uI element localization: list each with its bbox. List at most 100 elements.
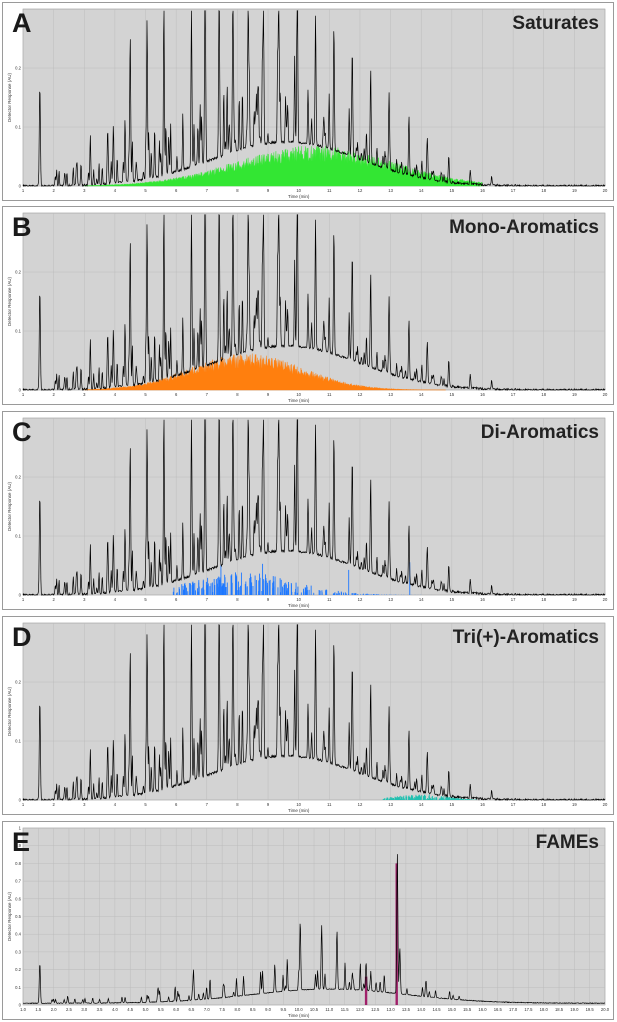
x-tick-label: 9	[267, 597, 270, 602]
x-tick-label: 3	[83, 188, 86, 193]
x-tick-label: 4	[114, 188, 117, 193]
x-tick-label: 11	[327, 188, 332, 193]
y-tick-label: 0.7	[15, 879, 21, 884]
x-tick-label: 3	[83, 802, 86, 807]
chart-title: Di-Aromatics	[480, 422, 599, 443]
x-tick-label: 5	[144, 597, 147, 602]
y-axis-label: Detector Response (AU)	[7, 686, 12, 736]
x-tick-label: 17	[511, 188, 516, 193]
x-tick-label: 17.0	[509, 1007, 518, 1012]
x-tick-label: 20	[603, 392, 608, 397]
x-tick-label: 4	[114, 802, 117, 807]
x-axis-label: Time (min)	[288, 1013, 310, 1018]
chromatogram-e: 1.0 1.5 2.0 2.5 3.0 3.5 4.0 4.5 5.0 5.5 6.0 6.5 7.0 7…	[7, 826, 610, 1019]
x-tick-label: 4	[114, 392, 117, 397]
chromatogram-trace	[22, 10, 606, 188]
x-tick-label: 2	[52, 188, 55, 193]
x-tick-label: 16	[480, 188, 485, 193]
x-tick-label: 17.5	[524, 1007, 533, 1012]
x-tick-label: 18	[541, 392, 546, 397]
x-tick-label: 5	[144, 188, 147, 193]
y-tick-label: 0.9	[15, 843, 21, 848]
plot-area	[22, 622, 606, 801]
x-tick-label: 8	[236, 597, 239, 602]
x-tick-label: 11	[327, 597, 332, 602]
y-tick-label: 0	[19, 798, 22, 803]
x-tick-label: 16	[480, 392, 485, 397]
chromatogram-trace	[22, 214, 606, 392]
x-tick-label: 9	[267, 392, 270, 397]
plot-area	[22, 417, 606, 596]
x-tick-label: 5	[144, 392, 147, 397]
x-tick-label: 16	[480, 597, 485, 602]
x-tick-label: 9	[267, 802, 270, 807]
y-tick-label: 0	[19, 1003, 22, 1008]
x-tick-label: 12	[358, 188, 363, 193]
x-tick-label: 17	[511, 597, 516, 602]
x-tick-label: 10	[296, 188, 301, 193]
x-tick-label: 4.0	[112, 1007, 118, 1012]
x-tick-label: 1	[22, 188, 25, 193]
x-tick-label: 18.5	[555, 1007, 564, 1012]
x-tick-label: 10	[296, 392, 301, 397]
x-tick-label: 13.5	[402, 1007, 411, 1012]
x-tick-label: 10	[296, 802, 301, 807]
x-tick-label: 17	[511, 802, 516, 807]
x-tick-label: 20	[603, 597, 608, 602]
x-tick-label: 2	[52, 392, 55, 397]
fraction-overlay	[382, 794, 477, 800]
x-tick-label: 8	[236, 802, 239, 807]
x-tick-label: 11.0	[325, 1007, 334, 1012]
x-tick-label: 13	[388, 597, 393, 602]
y-tick-label: 0.1	[15, 125, 21, 130]
chromatogram-a: 1 2 3 4 5 6 7 8 9 10 11 12 13 14 15 16 17 18 19 2000.10.2Ti…	[7, 8, 608, 199]
x-tick-label: 5	[144, 802, 147, 807]
x-tick-label: 5.5	[158, 1007, 164, 1012]
x-tick-label: 4.5	[127, 1007, 133, 1012]
x-tick-label: 2	[52, 597, 55, 602]
chart-title: Saturates	[512, 13, 599, 34]
x-tick-label: 7	[206, 597, 209, 602]
x-tick-label: 6.0	[173, 1007, 179, 1012]
x-tick-label: 19.0	[570, 1007, 579, 1012]
panel-letter: E	[12, 827, 31, 857]
x-tick-label: 15	[450, 392, 455, 397]
chromatogram-trace	[22, 854, 606, 1005]
chart-title: FAMEs	[535, 832, 599, 853]
chart-title: Mono-Aromatics	[449, 217, 599, 238]
y-tick-label: 0.2	[15, 66, 21, 71]
x-tick-label: 15.0	[448, 1007, 457, 1012]
plot-area	[22, 212, 606, 391]
x-tick-label: 3.5	[97, 1007, 103, 1012]
x-tick-label: 6.5	[189, 1007, 195, 1012]
x-tick-label: 9	[267, 188, 270, 193]
x-tick-label: 18.0	[540, 1007, 549, 1012]
x-axis-label: Time (min)	[288, 398, 310, 403]
x-tick-label: 7.0	[204, 1007, 210, 1012]
x-tick-label: 3.0	[81, 1007, 87, 1012]
x-tick-label: 19.5	[586, 1007, 595, 1012]
x-tick-label: 16.0	[478, 1007, 487, 1012]
x-axis-label: Time (min)	[288, 194, 310, 199]
x-tick-label: 6	[175, 597, 178, 602]
x-tick-label: 6	[175, 802, 178, 807]
x-tick-label: 10	[296, 597, 301, 602]
x-tick-label: 8	[236, 188, 239, 193]
y-tick-label: 0.1	[15, 329, 21, 334]
panel-c: 1 2 3 4 5 6 7 8 9 10 11 12 13 14 15 16 17 18 19 20 0 0.1 0.2 Ti…	[2, 411, 614, 610]
x-tick-label: 12	[358, 597, 363, 602]
x-tick-label: 15.5	[463, 1007, 472, 1012]
x-tick-label: 14	[419, 392, 424, 397]
x-tick-label: 7	[206, 802, 209, 807]
x-tick-label: 14.0	[417, 1007, 426, 1012]
x-tick-label: 1	[22, 597, 25, 602]
x-tick-label: 13.0	[387, 1007, 396, 1012]
x-tick-label: 11.5	[341, 1007, 350, 1012]
chromatogram-d: 1 2 3 4 5 6 7 8 9 10 11 12 13 14 15 16 17 18 19 2000.10.2Ti…	[7, 622, 608, 813]
x-tick-label: 1	[22, 392, 25, 397]
y-axis-label: Detector Response (AU)	[7, 276, 12, 326]
x-tick-label: 8.0	[235, 1007, 241, 1012]
x-tick-label: 17	[511, 392, 516, 397]
x-tick-label: 18	[541, 188, 546, 193]
fame-peak	[364, 976, 368, 1005]
